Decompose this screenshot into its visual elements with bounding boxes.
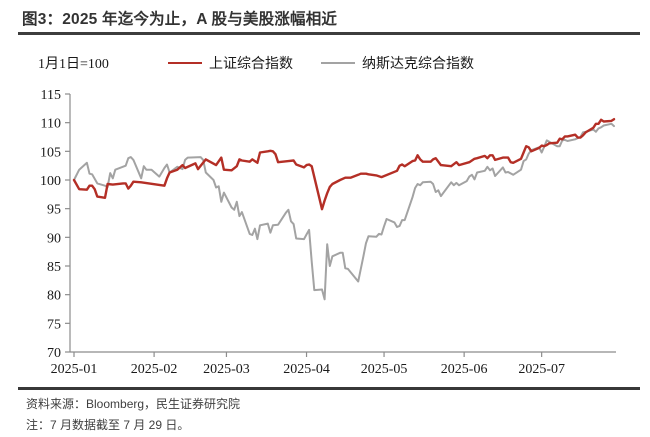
tick-label: 2025-03: [203, 362, 250, 377]
tick-label: 2025-07: [518, 362, 565, 377]
tick-label: 75: [47, 317, 61, 332]
tick-label: 2025-01: [51, 362, 98, 377]
tick-label: 115: [41, 88, 61, 103]
chart-legend: 上证综合指数 纳斯达克综合指数: [168, 53, 474, 73]
tick-label: 70: [47, 346, 61, 361]
series-line-shanghai-composite: [72, 118, 616, 211]
tick-label: 2025-05: [361, 362, 408, 377]
legend-line-swatch-shanghai: [168, 61, 202, 65]
tick-label: 110: [41, 117, 61, 132]
tick-label: 90: [47, 231, 61, 246]
tick-label: 95: [47, 203, 61, 218]
tick-label: 2025-06: [441, 362, 488, 377]
footer-rule: [18, 387, 640, 390]
tick-label: 85: [47, 260, 61, 275]
tick-label: 100: [40, 174, 61, 189]
tick-label: 80: [47, 289, 61, 304]
data-cutoff-note: 注：7 月数据截至 7 月 29 日。: [26, 418, 190, 432]
series-line-nasdaq-composite: [73, 122, 615, 301]
line-chart: 70 75 80 85 90 95 100 105 110 115 2025-01 2025-02 20…: [40, 88, 616, 377]
index-base-note: 1月1日=100: [38, 57, 109, 72]
legend-line-swatch-nasdaq: [321, 61, 355, 65]
tick-label: 2025-02: [131, 362, 178, 377]
figure-title: 图3：2025 年迄今为止，A 股与美股涨幅相近: [22, 11, 338, 28]
legend-item-nasdaq-composite: 纳斯达克综合指数: [321, 53, 474, 73]
title-rule: [18, 32, 640, 35]
tick-label: 105: [40, 145, 61, 160]
tick-label: 2025-04: [283, 362, 330, 377]
legend-item-shanghai-composite: 上证综合指数: [168, 53, 293, 73]
source-note: 资料来源：Bloomberg，民生证券研究院: [26, 397, 241, 411]
legend-label-shanghai: 上证综合指数: [209, 57, 293, 72]
legend-label-nasdaq: 纳斯达克综合指数: [362, 57, 474, 72]
